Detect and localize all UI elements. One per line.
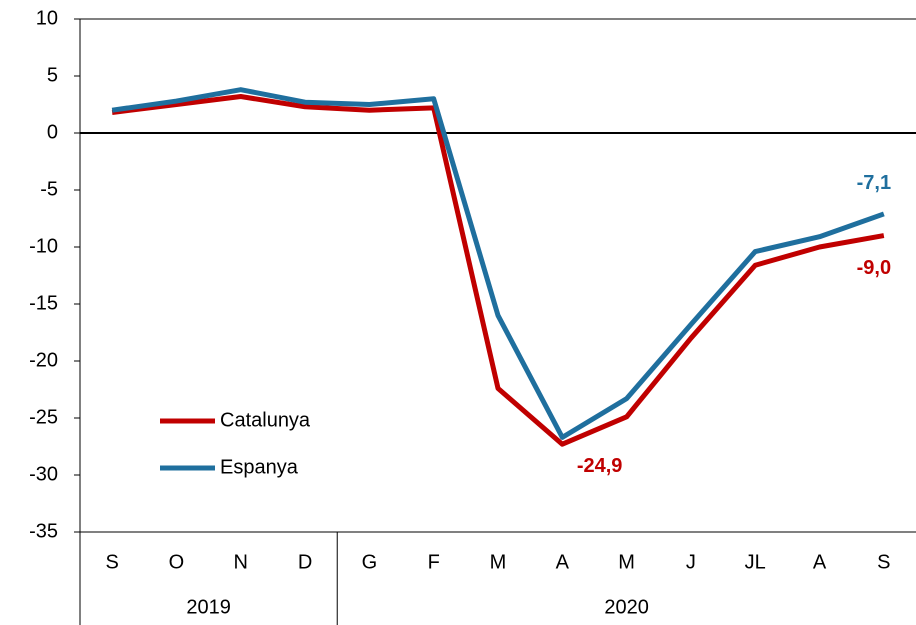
x-tick-label: N — [234, 551, 248, 573]
y-tick-label: -20 — [29, 349, 58, 371]
x-tick-label: A — [556, 551, 570, 573]
x-tick-label: JL — [745, 551, 766, 573]
y-tick-label: -15 — [29, 292, 58, 314]
x-tick-label: F — [428, 551, 440, 573]
y-tick-label: -35 — [29, 520, 58, 542]
y-tick-label: 0 — [47, 121, 58, 143]
x-tick-label: S — [105, 551, 118, 573]
series-line — [111, 94, 885, 447]
x-tick-label: M — [490, 551, 507, 573]
x-tick-label: A — [813, 551, 827, 573]
x-tick-label: M — [618, 551, 635, 573]
y-tick-label: 10 — [36, 7, 58, 29]
x-tick-label: O — [169, 551, 185, 573]
x-tick-label: S — [877, 551, 890, 573]
data-label: -24,9 — [577, 455, 623, 477]
y-tick-label: -25 — [29, 406, 58, 428]
x-tick-label: J — [686, 551, 696, 573]
y-tick-label: -30 — [29, 463, 58, 485]
data-label: -9,0 — [857, 257, 891, 279]
group-label: 2020 — [604, 596, 649, 618]
y-tick-label: 5 — [47, 64, 58, 86]
group-label: 2019 — [186, 596, 231, 618]
legend-label: Catalunya — [220, 409, 311, 431]
x-tick-label: D — [298, 551, 312, 573]
legend-label: Espanya — [220, 456, 299, 478]
x-tick-label: G — [362, 551, 378, 573]
y-tick-label: -5 — [40, 178, 58, 200]
series-line — [111, 87, 885, 440]
y-tick-label: -10 — [29, 235, 58, 257]
data-label: -7,1 — [857, 172, 891, 194]
